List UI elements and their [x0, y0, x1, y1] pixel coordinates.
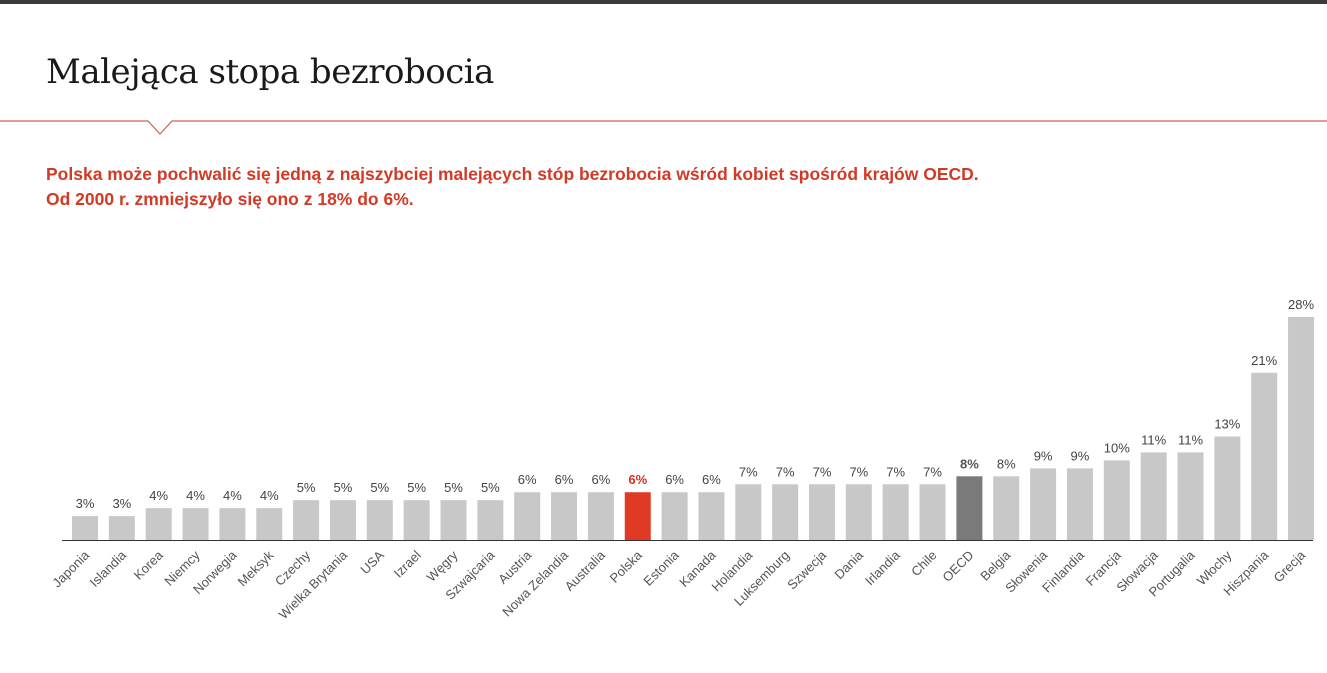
bar-hiszpania: [1251, 372, 1278, 540]
bar-luksemburg: [772, 484, 799, 540]
chart-subtitle: Polska może pochwalić się jedną z najszy…: [46, 162, 1286, 212]
data-label-luksemburg: 7%: [776, 464, 795, 479]
page-title: Malejąca stopa bezrobocia: [46, 52, 494, 92]
bar-wlochy: [1214, 436, 1241, 540]
bar-chile: [919, 484, 946, 540]
bar-dania: [845, 484, 872, 540]
data-label-polska: 6%: [628, 472, 647, 487]
bar-grecja: [1288, 317, 1315, 540]
data-label-dania: 7%: [849, 464, 868, 479]
bar-nowa-zelandia: [551, 492, 578, 540]
data-label-szwajcaria: 5%: [481, 480, 500, 495]
tick-label-dania: Dania: [831, 547, 866, 582]
tick-label-australia: Australia: [562, 547, 609, 594]
tick-label-grecja: Grecja: [1270, 547, 1308, 585]
tick-label-islandia: Islandia: [87, 547, 130, 590]
tick-label-polska: Polska: [607, 547, 646, 586]
data-label-japonia: 3%: [76, 496, 95, 511]
bar-francja: [1103, 460, 1130, 540]
title-divider: [0, 120, 1327, 135]
data-label-oecd: 8%: [960, 456, 979, 471]
tick-label-meksyk: Meksyk: [235, 547, 277, 589]
data-label-slowacja: 11%: [1141, 432, 1166, 447]
subtitle-line-1: Polska może pochwalić się jedną z najszy…: [46, 164, 979, 184]
data-label-austria: 6%: [518, 472, 537, 487]
bar-meksyk: [256, 508, 283, 540]
bar-szwajcaria: [477, 500, 504, 540]
tick-label-izrael: Izrael: [391, 547, 424, 580]
data-label-francja: 10%: [1104, 440, 1130, 455]
bar-portugalia: [1177, 452, 1204, 540]
bar-holandia: [735, 484, 762, 540]
data-label-slowenia: 9%: [1034, 448, 1053, 463]
data-label-izrael: 5%: [407, 480, 426, 495]
bar-australia: [587, 492, 614, 540]
bar-irlandia: [882, 484, 909, 540]
data-label-meksyk: 4%: [260, 488, 279, 503]
data-label-niemcy: 4%: [186, 488, 205, 503]
bar-islandia: [108, 516, 135, 540]
tick-label-szwecja: Szwecja: [784, 547, 829, 592]
data-label-portugalia: 11%: [1178, 432, 1203, 447]
tick-label-irlandia: Irlandia: [862, 547, 903, 588]
tick-label-estonia: Estonia: [640, 547, 682, 589]
data-label-holandia: 7%: [739, 464, 758, 479]
data-label-estonia: 6%: [665, 472, 684, 487]
tick-label-finlandia: Finlandia: [1039, 547, 1087, 595]
tick-label-japonia: Japonia: [49, 547, 92, 590]
data-label-czechy: 5%: [297, 480, 316, 495]
data-label-usa: 5%: [370, 480, 389, 495]
bar-szwecja: [809, 484, 835, 540]
data-label-australia: 6%: [592, 472, 611, 487]
data-label-wielka-brytania: 5%: [334, 480, 353, 495]
bar-niemcy: [182, 508, 209, 540]
bar-oecd: [956, 476, 983, 540]
data-label-finlandia: 9%: [1071, 448, 1090, 463]
bar-japonia: [72, 516, 98, 540]
data-label-irlandia: 7%: [886, 464, 905, 479]
tick-label-usa: USA: [357, 547, 387, 577]
bar-slowacja: [1140, 452, 1167, 540]
data-label-grecja: 28%: [1288, 297, 1314, 312]
data-label-chile: 7%: [923, 464, 942, 479]
bar-belgia: [993, 476, 1020, 540]
top-border: [0, 0, 1327, 4]
data-label-wlochy: 13%: [1214, 416, 1240, 431]
data-label-szwecja: 7%: [813, 464, 832, 479]
data-label-nowa-zelandia: 6%: [555, 472, 574, 487]
bar-korea: [145, 508, 172, 540]
data-label-korea: 4%: [149, 488, 168, 503]
bar-polska: [624, 492, 651, 540]
bar-austria: [514, 492, 541, 540]
bar-kanada: [698, 492, 725, 540]
bar-wielka-brytania: [329, 500, 356, 540]
data-label-wegry: 5%: [444, 480, 463, 495]
tick-label-chile: Chile: [908, 548, 940, 580]
subtitle-line-2: Od 2000 r. zmniejszyło się ono z 18% do …: [46, 189, 414, 209]
bar-izrael: [403, 500, 430, 540]
bar-estonia: [661, 492, 688, 540]
bar-norwegia: [219, 508, 246, 540]
tick-label-oecd: OECD: [939, 548, 976, 585]
data-label-belgia: 8%: [997, 456, 1016, 471]
bar-wegry: [440, 500, 467, 540]
data-label-islandia: 3%: [112, 496, 131, 511]
bar-czechy: [293, 500, 320, 540]
bar-slowenia: [1030, 468, 1057, 540]
bar-usa: [366, 500, 393, 540]
bar-finlandia: [1066, 468, 1093, 540]
data-label-norwegia: 4%: [223, 488, 242, 503]
data-label-kanada: 6%: [702, 472, 721, 487]
data-label-hiszpania: 21%: [1251, 353, 1277, 368]
